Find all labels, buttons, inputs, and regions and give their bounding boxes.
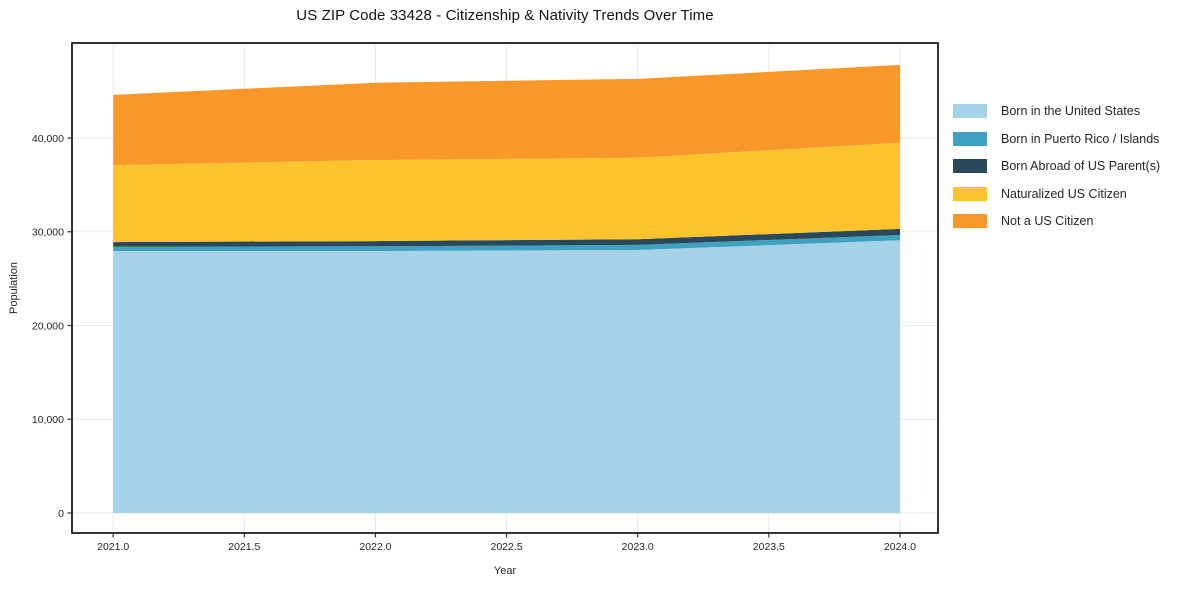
legend-swatch-icon	[953, 104, 987, 118]
legend-item-born-in-the-united-states: Born in the United States	[953, 104, 1160, 118]
legend-label: Born in the United States	[1001, 104, 1140, 118]
chart-title: US ZIP Code 33428 - Citizenship & Nativi…	[296, 7, 714, 24]
legend-item-not-a-us-citizen: Not a US Citizen	[953, 214, 1160, 228]
legend-swatch-icon	[953, 159, 987, 173]
legend-label: Born in Puerto Rico / Islands	[1001, 131, 1160, 146]
area-series	[113, 64, 900, 513]
legend-swatch-icon	[953, 131, 987, 146]
y-tick-label: 0	[58, 508, 64, 520]
axes: 0 10,000 20,000 30,000 40,000 2021.0 2021.5 202…	[32, 42, 939, 553]
area-not-a-us-citizen	[113, 64, 900, 166]
legend-label: Naturalized US Citizen	[1001, 186, 1127, 201]
legend-label: Not a US Citizen	[1001, 214, 1094, 228]
legend-item-naturalized-us-citizen: Naturalized US Citizen	[953, 186, 1160, 201]
x-axis-label: Year	[493, 565, 517, 577]
y-tick-label: 10,000	[32, 414, 64, 426]
legend-item-born-abroad-of-us-parent-s: Born Abroad of US Parent(s)	[953, 159, 1160, 173]
plot-border	[71, 42, 939, 534]
y-tick-label: 20,000	[32, 320, 64, 332]
legend: Born in the United States Born in Puerto …	[953, 104, 1160, 228]
area-naturalized-us-citizen	[113, 142, 900, 243]
x-tick-label: 2023.0	[622, 541, 654, 553]
legend-swatch-icon	[953, 214, 987, 228]
legend-item-born-in-puerto-rico-islands: Born in Puerto Rico / Islands	[953, 131, 1160, 146]
area-born-in-puerto-rico-islands	[113, 235, 900, 251]
x-tick-label: 2021.0	[97, 541, 129, 553]
legend-swatch-icon	[953, 186, 987, 201]
y-axis-label: Population	[8, 262, 20, 314]
y-tick-label: 40,000	[32, 133, 64, 145]
area-born-abroad-of-us-parent-s	[113, 228, 900, 247]
area-born-in-the-united-states	[113, 240, 900, 513]
x-tick-label: 2023.5	[753, 541, 785, 553]
y-tick-label: 30,000	[32, 227, 64, 239]
legend-label: Born Abroad of US Parent(s)	[1001, 159, 1161, 173]
x-tick-label: 2022.5	[491, 541, 523, 553]
x-tick-label: 2024.0	[884, 541, 916, 553]
x-tick-label: 2021.5	[228, 541, 260, 553]
x-tick-label: 2022.0	[359, 541, 391, 553]
